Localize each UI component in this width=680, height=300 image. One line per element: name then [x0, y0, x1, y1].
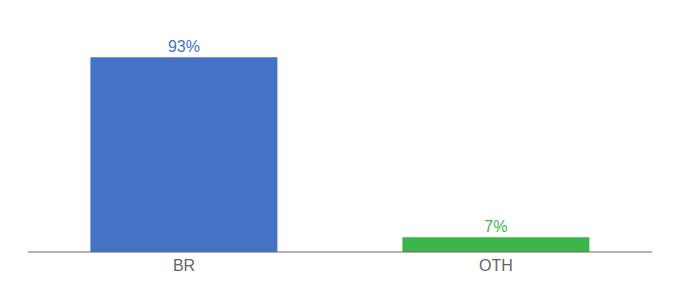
- svg-text:BR: BR: [173, 257, 195, 274]
- svg-text:OTH: OTH: [479, 257, 513, 274]
- svg-text:7%: 7%: [484, 218, 507, 235]
- svg-text:93%: 93%: [168, 38, 200, 55]
